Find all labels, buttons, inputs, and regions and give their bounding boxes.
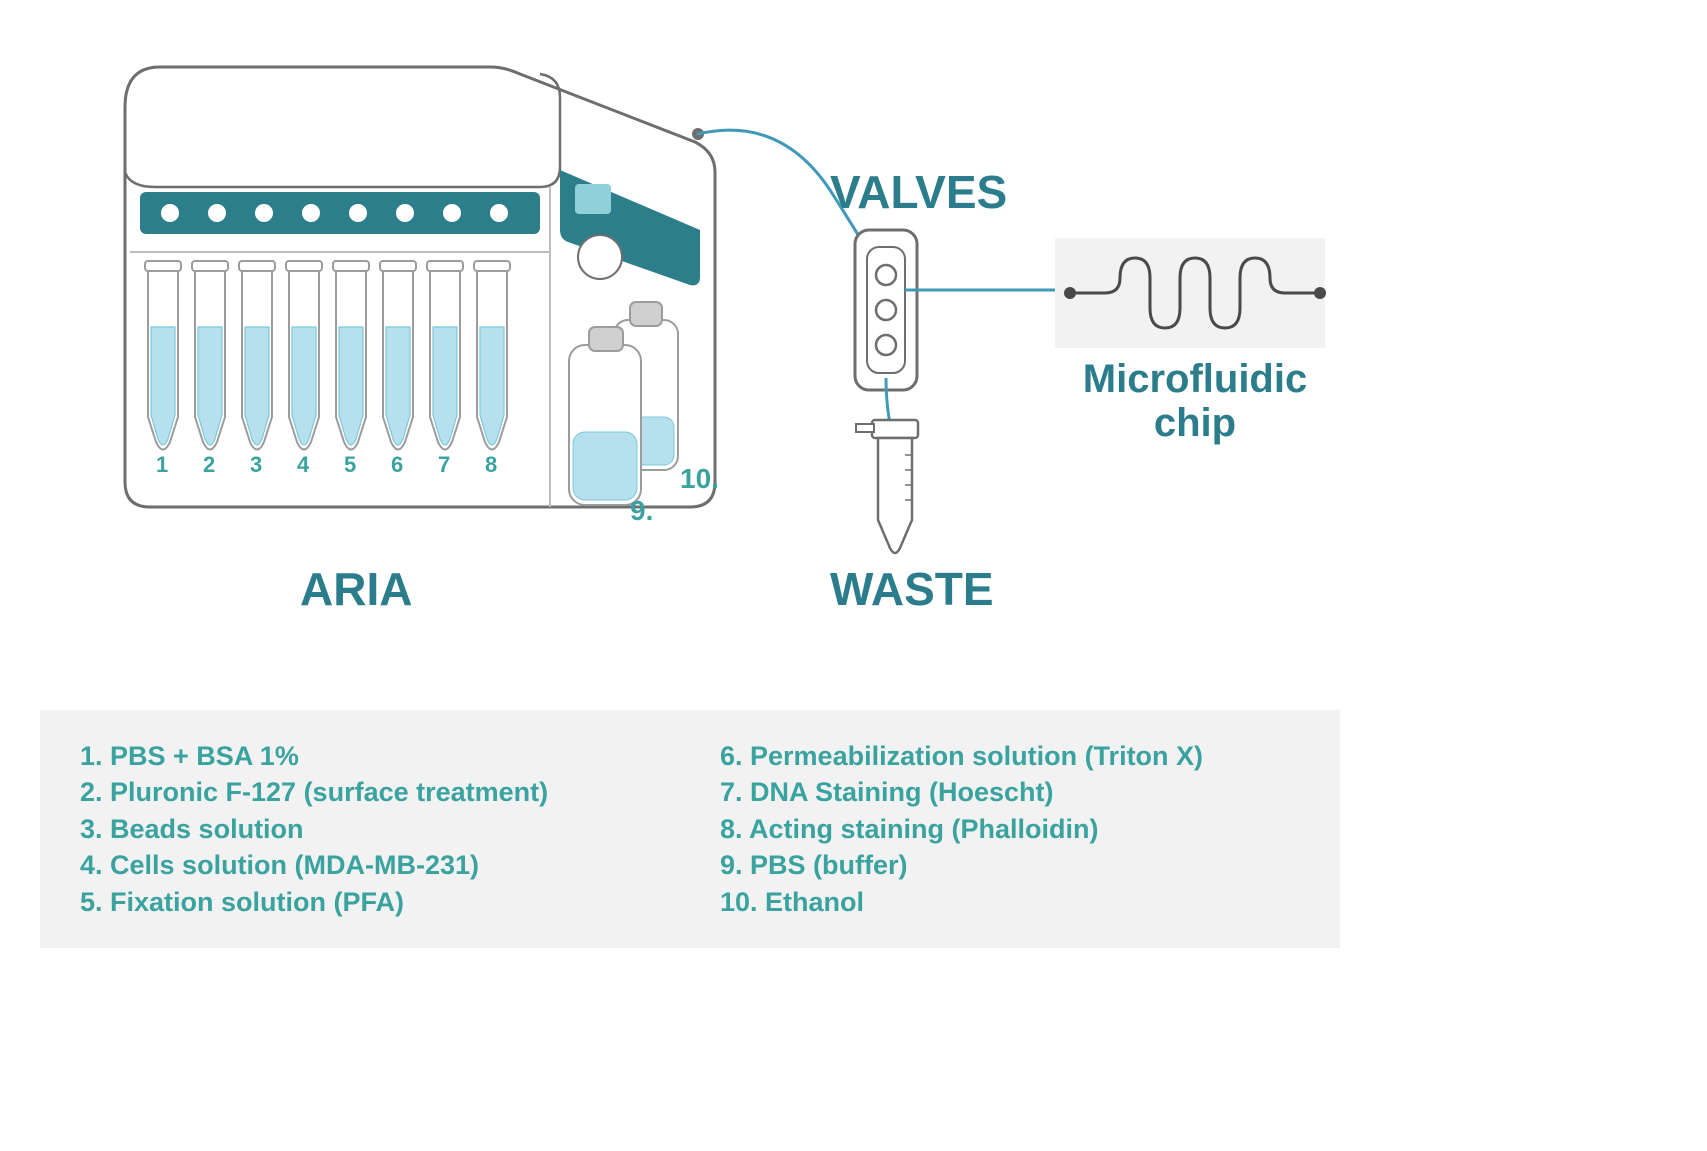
tube-num-8: 8 (485, 452, 497, 478)
bottle-front (569, 327, 641, 505)
legend-item: 7. DNA Staining (Hoescht) (720, 774, 1300, 810)
valves-label: VALVES (830, 165, 1007, 219)
legend-col-left: 1. PBS + BSA 1% 2. Pluronic F-127 (surfa… (80, 738, 660, 920)
legend-item: 4. Cells solution (MDA-MB-231) (80, 847, 660, 883)
legend-item: 9. PBS (buffer) (720, 847, 1300, 883)
diagram-area: 1 2 3 4 5 6 7 8 9. 10. VALVES Microfluid… (0, 0, 1707, 700)
legend-item: 6. Permeabilization solution (Triton X) (720, 738, 1300, 774)
legend-item: 3. Beads solution (80, 811, 660, 847)
chip-label: Microfluidic chip (1060, 357, 1330, 445)
legend-item: 1. PBS + BSA 1% (80, 738, 660, 774)
bottle-num-10: 10. (680, 463, 719, 495)
waste-tube (850, 400, 940, 560)
legend-item: 8. Acting staining (Phalloidin) (720, 811, 1300, 847)
microfluidic-chip (1050, 238, 1340, 348)
aria-label: ARIA (300, 562, 412, 616)
tube-num-4: 4 (297, 452, 309, 478)
legend-col-right: 6. Permeabilization solution (Triton X) … (720, 738, 1300, 920)
legend-item: 2. Pluronic F-127 (surface treatment) (80, 774, 660, 810)
legend-item: 10. Ethanol (720, 884, 1300, 920)
tube-num-6: 6 (391, 452, 403, 478)
tube-num-2: 2 (203, 452, 215, 478)
waste-label: WASTE (830, 562, 994, 616)
aria-device (100, 52, 740, 532)
tube-num-7: 7 (438, 452, 450, 478)
tube-num-3: 3 (250, 452, 262, 478)
legend-item: 5. Fixation solution (PFA) (80, 884, 660, 920)
legend-box: 1. PBS + BSA 1% 2. Pluronic F-127 (surfa… (40, 710, 1340, 948)
tube-num-1: 1 (156, 452, 168, 478)
tube-num-5: 5 (344, 452, 356, 478)
bottle-num-9: 9. (630, 495, 653, 527)
chip-label-text: Microfluidic chip (1083, 357, 1307, 445)
